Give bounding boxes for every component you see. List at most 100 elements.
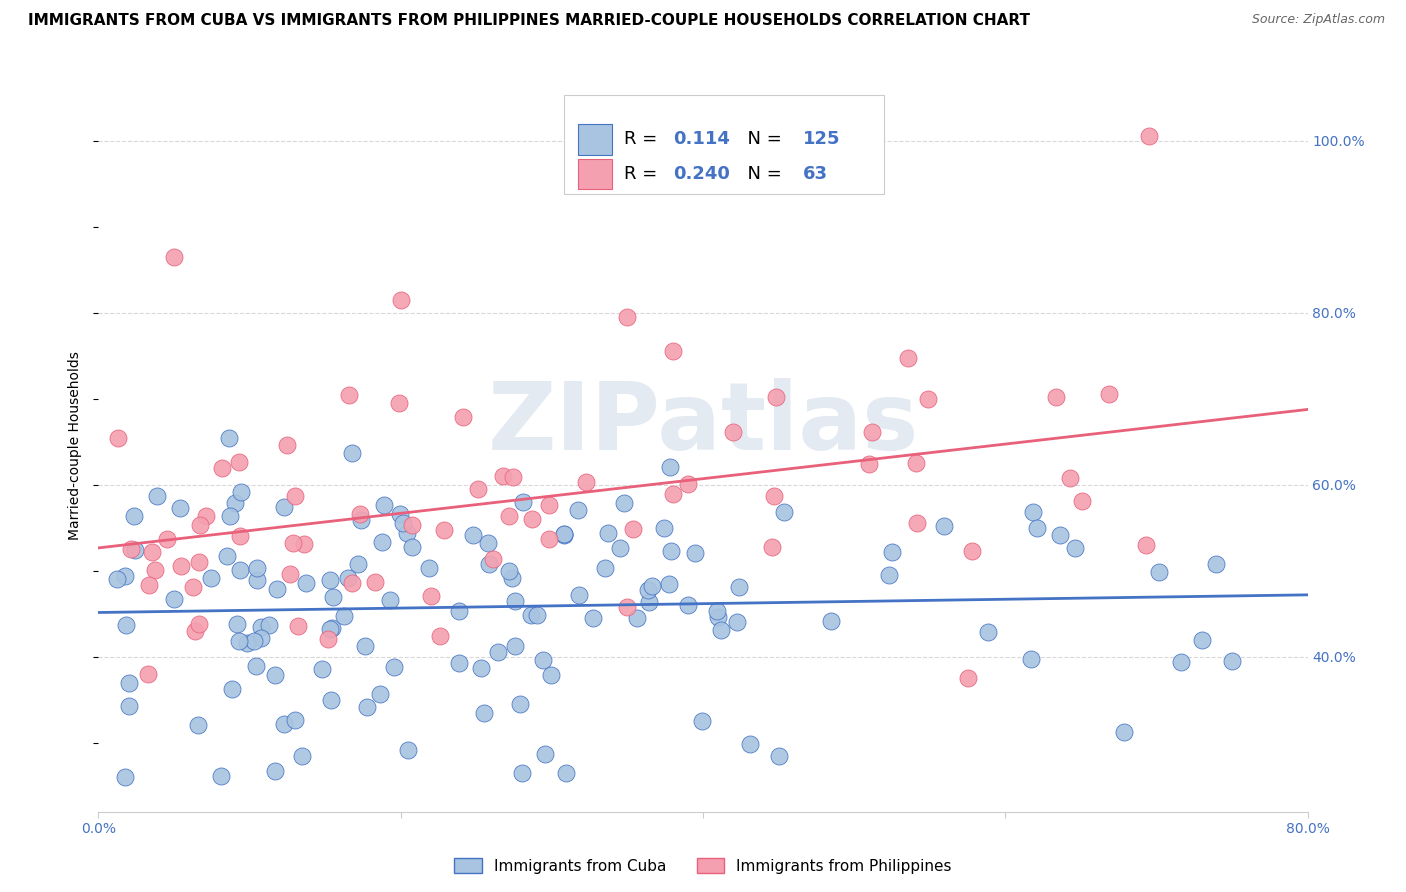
Point xyxy=(371,535,394,549)
Point xyxy=(447,604,470,618)
Point xyxy=(136,667,159,681)
Point xyxy=(188,555,211,569)
Point xyxy=(396,525,419,540)
Point xyxy=(114,770,136,784)
Point xyxy=(349,507,371,521)
Y-axis label: Married-couple Households: Married-couple Households xyxy=(69,351,83,541)
Point xyxy=(389,293,412,307)
Point xyxy=(391,516,413,530)
Point xyxy=(449,656,471,670)
Point xyxy=(609,541,631,555)
Point xyxy=(956,671,979,685)
Point xyxy=(897,351,920,365)
Point xyxy=(773,505,796,519)
Point xyxy=(184,624,207,639)
Point xyxy=(318,622,340,636)
Point xyxy=(540,668,562,682)
Bar xyxy=(578,124,613,154)
Point xyxy=(575,475,598,489)
Point xyxy=(319,692,342,706)
Legend: Immigrants from Cuba, Immigrants from Philippines: Immigrants from Cuba, Immigrants from Ph… xyxy=(449,852,957,880)
Point xyxy=(226,616,249,631)
Point xyxy=(276,438,298,452)
Point xyxy=(316,632,339,647)
Point xyxy=(706,604,728,618)
Text: 125: 125 xyxy=(803,130,841,148)
Point xyxy=(350,513,373,527)
Point xyxy=(200,571,222,585)
Point xyxy=(224,496,246,510)
Point xyxy=(492,469,515,483)
Point xyxy=(221,681,243,696)
Point xyxy=(124,542,146,557)
Point xyxy=(284,713,307,727)
Point xyxy=(401,540,423,554)
Point xyxy=(388,396,411,410)
Point xyxy=(281,536,304,550)
Point xyxy=(321,621,343,635)
Point xyxy=(637,583,659,598)
Point xyxy=(209,769,232,783)
Point xyxy=(1059,471,1081,485)
Text: IMMIGRANTS FROM CUBA VS IMMIGRANTS FROM PHILIPPINES MARRIED-COUPLE HOUSEHOLDS CO: IMMIGRANTS FROM CUBA VS IMMIGRANTS FROM … xyxy=(28,13,1031,29)
Point xyxy=(107,431,129,445)
Point xyxy=(707,610,730,624)
Point xyxy=(598,525,620,540)
Point xyxy=(280,566,302,581)
Point xyxy=(163,250,186,264)
Point xyxy=(287,619,309,633)
Point xyxy=(595,561,617,575)
Point xyxy=(1135,538,1157,552)
Point xyxy=(725,615,748,629)
Text: N =: N = xyxy=(735,165,787,183)
Point xyxy=(353,639,375,653)
Point xyxy=(509,697,531,711)
Point xyxy=(710,623,733,637)
Point xyxy=(616,310,638,324)
Point xyxy=(637,595,659,609)
Point xyxy=(567,502,589,516)
Point xyxy=(1220,654,1243,668)
Point xyxy=(218,431,240,445)
Point xyxy=(613,496,636,510)
Point xyxy=(418,560,440,574)
Point xyxy=(616,600,638,615)
Point xyxy=(263,764,285,778)
Point xyxy=(676,477,699,491)
Point xyxy=(568,589,591,603)
Point xyxy=(1205,557,1227,571)
Point xyxy=(1049,527,1071,541)
Point xyxy=(526,608,548,623)
Point xyxy=(962,544,984,558)
Point xyxy=(228,455,250,469)
Point xyxy=(472,706,495,720)
Point xyxy=(470,661,492,675)
Point xyxy=(389,507,412,521)
Point xyxy=(641,578,664,592)
Point xyxy=(378,593,401,607)
Point xyxy=(1149,565,1171,579)
Point xyxy=(146,489,169,503)
Point xyxy=(211,460,233,475)
Point xyxy=(555,765,578,780)
Point xyxy=(322,590,344,604)
Point xyxy=(498,564,520,578)
Point xyxy=(553,526,575,541)
Point xyxy=(1191,632,1213,647)
Point xyxy=(976,625,998,640)
Point xyxy=(451,409,474,424)
Point xyxy=(553,528,575,542)
Point xyxy=(217,549,239,563)
Point xyxy=(284,489,307,503)
Point xyxy=(1170,656,1192,670)
Point xyxy=(520,512,543,526)
Point xyxy=(337,572,360,586)
Point xyxy=(373,498,395,512)
Point xyxy=(723,425,745,439)
Point xyxy=(537,532,560,546)
Point xyxy=(263,668,285,682)
Point xyxy=(231,484,253,499)
Point xyxy=(246,574,269,588)
Point xyxy=(621,522,644,536)
Point xyxy=(662,344,685,359)
